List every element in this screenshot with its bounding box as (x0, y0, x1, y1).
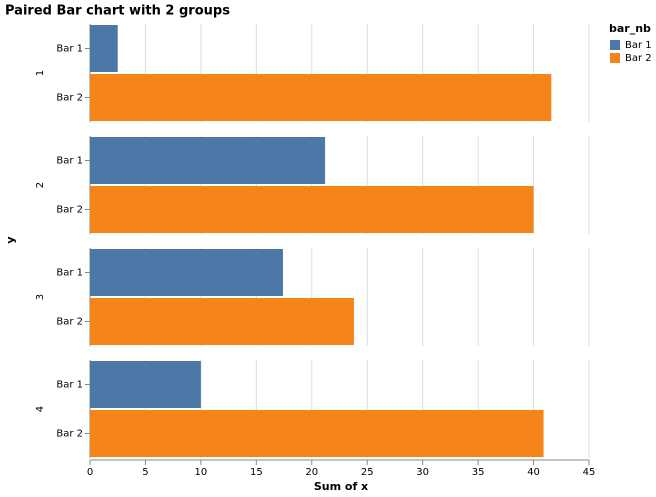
legend-swatch (610, 40, 620, 50)
x-tick-label: 35 (472, 467, 485, 478)
y-tick-label: Bar 2 (56, 317, 83, 328)
legend-label: Bar 2 (625, 53, 652, 64)
y-tick-label: Bar 2 (56, 429, 83, 440)
bar (90, 410, 544, 457)
bar (90, 74, 552, 121)
x-tick-label: 30 (416, 467, 429, 478)
bar (90, 25, 118, 72)
legend-swatch (610, 53, 620, 63)
x-tick-label: 20 (305, 467, 318, 478)
bar (90, 298, 354, 345)
facet-label: 2 (35, 182, 46, 188)
facet-label: 4 (35, 406, 46, 412)
y-axis-title: y (4, 236, 17, 243)
y-tick-label: Bar 1 (56, 44, 83, 55)
y-tick-label: Bar 2 (56, 93, 83, 104)
y-tick-label: Bar 1 (56, 268, 83, 279)
bar (90, 249, 283, 296)
x-tick-label: 10 (195, 467, 208, 478)
x-tick-label: 45 (583, 467, 596, 478)
x-axis-title: Sum of x (314, 480, 368, 493)
x-tick-label: 5 (142, 467, 148, 478)
x-tick-label: 25 (361, 467, 374, 478)
legend-label: Bar 1 (625, 40, 652, 51)
bar (90, 361, 201, 408)
y-tick-label: Bar 2 (56, 205, 83, 216)
y-tick-label: Bar 1 (56, 156, 83, 167)
bar (90, 137, 326, 184)
facet-label: 1 (35, 70, 46, 76)
bar (90, 186, 534, 233)
x-tick-label: 15 (250, 467, 263, 478)
chart-title: Paired Bar chart with 2 groups (5, 4, 230, 19)
x-tick-label: 40 (527, 467, 540, 478)
y-tick-label: Bar 1 (56, 380, 83, 391)
x-tick-label: 0 (87, 467, 93, 478)
legend-title: bar_nb (609, 22, 651, 35)
facet-label: 3 (35, 294, 46, 300)
